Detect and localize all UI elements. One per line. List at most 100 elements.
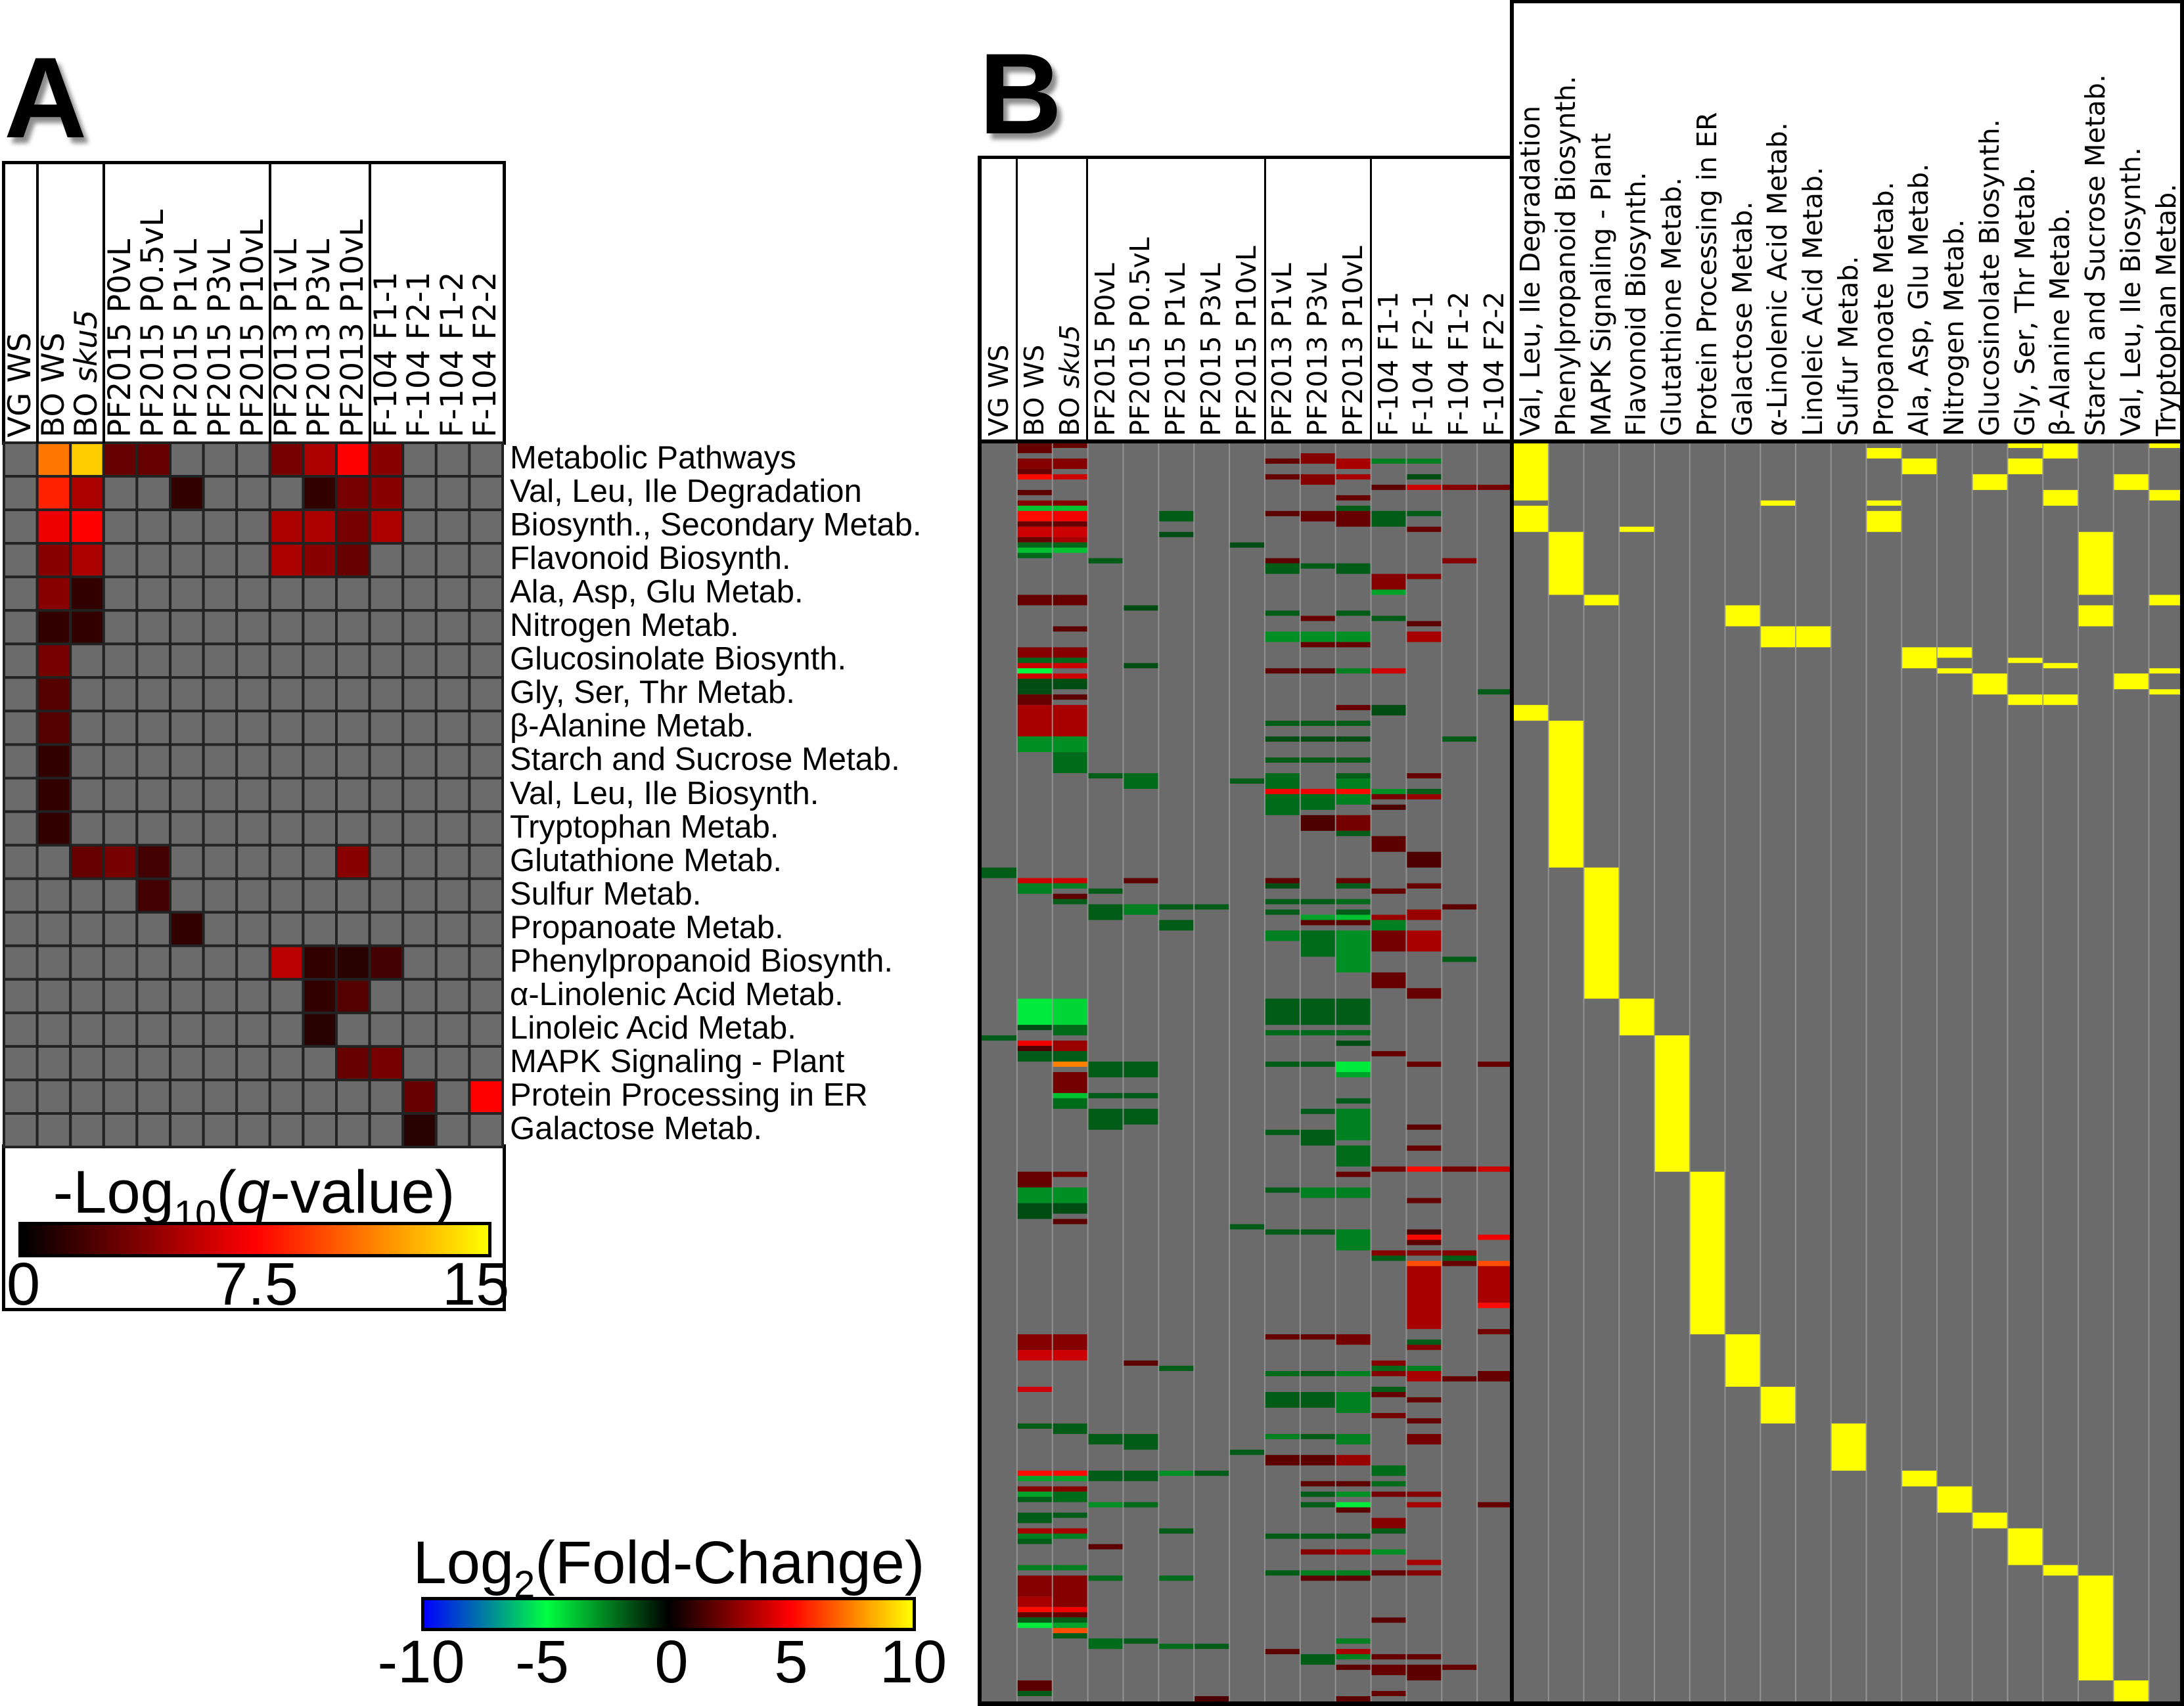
foldchange-cell: [1442, 1261, 1478, 1267]
qvalue-cell-empty: [434, 910, 471, 947]
pathway-membership-block: [2007, 694, 2043, 706]
foldchange-cell: [1052, 1633, 1088, 1639]
qvalue-column-label: PF2013 P1vL: [268, 168, 304, 438]
pathway-column-label: Tryptophan Metab.: [2150, 183, 2182, 436]
qvalue-cell-empty: [434, 877, 471, 914]
foldchange-cell: [1052, 526, 1088, 537]
foldchange-cell: [1264, 1129, 1300, 1135]
qvalue-cell-empty: [434, 508, 471, 545]
foldchange-cell: [1406, 988, 1442, 999]
pathway-membership-block: [2149, 443, 2184, 448]
qvalue-cell-empty: [69, 743, 105, 780]
qvalue-cell-empty: [202, 977, 239, 1014]
column-label-text: PF2015 P0.5vL: [1124, 237, 1156, 436]
foldchange-cell: [1406, 510, 1442, 516]
foldchange-cell: [1300, 788, 1336, 794]
foldchange-cell: [1052, 1470, 1088, 1476]
qvalue-cell-empty: [102, 642, 139, 679]
foldchange-cell: [1052, 1219, 1088, 1224]
foldchange-cell: [1052, 1171, 1088, 1177]
foldchange-cell: [1371, 1570, 1407, 1576]
foldchange-cell: [1229, 778, 1265, 784]
qvalue-cell-empty: [401, 609, 438, 646]
qvalue-column-label: PF2013 P10vL: [334, 168, 371, 438]
foldchange-cell: [1264, 563, 1300, 574]
pathway-membership-block: [2007, 1528, 2043, 1565]
foldchange-cell: [1052, 521, 1088, 527]
column-label-text: BO WS: [1018, 344, 1050, 436]
qvalue-cell: [35, 642, 72, 679]
foldchange-cell: [1016, 647, 1053, 658]
foldchange-cell: [1406, 1250, 1442, 1256]
foldchange-cell: [1335, 1371, 1371, 1377]
foldchange-cell: [1300, 920, 1336, 926]
qvalue-cell-empty: [169, 575, 205, 612]
foldchange-cell: [1406, 1234, 1442, 1240]
qvalue-cell: [368, 508, 405, 545]
foldchange-cell: [1406, 573, 1442, 579]
qvalue-cell-empty: [169, 1078, 205, 1115]
foldchange-cell: [1335, 474, 1371, 480]
column-label-text: F-104 F1-2: [1443, 291, 1475, 436]
pathway-membership-block: [1619, 999, 1654, 1036]
qvalue-cell-empty: [135, 1011, 171, 1048]
foldchange-cell: [1300, 1570, 1336, 1576]
qvalue-cell-empty: [335, 1112, 371, 1149]
foldchange-column-label: VG WS: [982, 162, 1017, 436]
foldchange-cell: [1016, 736, 1053, 753]
foldchange-cell: [1335, 1454, 1371, 1466]
panel-b-column-header: [978, 156, 1514, 445]
membership-column-divider: [2007, 443, 2009, 1701]
foldchange-cell: [1335, 1502, 1371, 1508]
foldchange-cell: [1016, 1046, 1053, 1052]
membership-column-divider: [1724, 443, 1726, 1701]
foldchange-cell: [1477, 1502, 1513, 1508]
foldchange-cell: [1371, 788, 1407, 794]
qvalue-cell-empty: [102, 944, 139, 981]
foldchange-cell: [1335, 1654, 1371, 1660]
foldchange-cell: [1300, 1391, 1336, 1408]
foldchange-cell: [1016, 1025, 1053, 1031]
pathway-membership-block: [2078, 531, 2114, 595]
column-label-text: PF2015 P0vL: [101, 238, 138, 438]
foldchange-cell: [1406, 1433, 1442, 1445]
qvalue-cell: [401, 1078, 438, 1115]
foldchange-cell: [1442, 956, 1478, 962]
foldchange-cell: [1335, 631, 1371, 642]
qvalue-cell-empty: [3, 676, 39, 713]
qvalue-cell-empty: [102, 810, 139, 847]
qvalue-cell-empty: [434, 542, 471, 579]
pathway-column-label: Nitrogen Metab.: [1938, 219, 1970, 436]
qvalue-cell: [135, 877, 171, 914]
qvalue-cell-empty: [468, 843, 505, 880]
qvalue-cell-empty: [135, 709, 171, 746]
foldchange-cell: [1016, 668, 1053, 674]
foldchange-column-label: PF2015 P0vL: [1088, 162, 1124, 436]
foldchange-cell: [1016, 1171, 1053, 1188]
pathway-membership-block: [2149, 489, 2184, 501]
pathway-column-label: Linoleic Acid Metab.: [1797, 166, 1829, 436]
foldchange-column-divider: [1405, 443, 1407, 1701]
qvalue-cell-empty: [401, 810, 438, 847]
foldchange-column-label: BO WS: [1017, 162, 1053, 436]
foldchange-cell: [1016, 1334, 1053, 1351]
foldchange-cell: [1371, 930, 1407, 952]
qvalue-cell-empty: [302, 877, 338, 914]
pathway-row-label: MAPK Signaling - Plant: [510, 1043, 845, 1079]
foldchange-cell: [1335, 1649, 1371, 1655]
qvalue-cell-empty: [434, 743, 471, 780]
column-label-text: PF2015 P1vL: [1160, 263, 1192, 436]
foldchange-cell: [1406, 773, 1442, 778]
foldchange-cell: [1406, 1665, 1442, 1681]
foldchange-tick: -5: [515, 1628, 569, 1695]
foldchange-cell: [1406, 883, 1442, 889]
qvalue-cell-empty: [202, 676, 239, 713]
foldchange-cell: [1052, 1607, 1088, 1613]
foldchange-cell: [1052, 1486, 1088, 1492]
foldchange-cell: [1264, 1391, 1300, 1408]
foldchange-tick: 5: [774, 1628, 808, 1695]
foldchange-cell: [1194, 1470, 1230, 1476]
foldchange-cell: [1300, 721, 1336, 727]
foldchange-column-label: BO sku5: [1053, 162, 1088, 436]
qvalue-cell-empty: [401, 910, 438, 947]
